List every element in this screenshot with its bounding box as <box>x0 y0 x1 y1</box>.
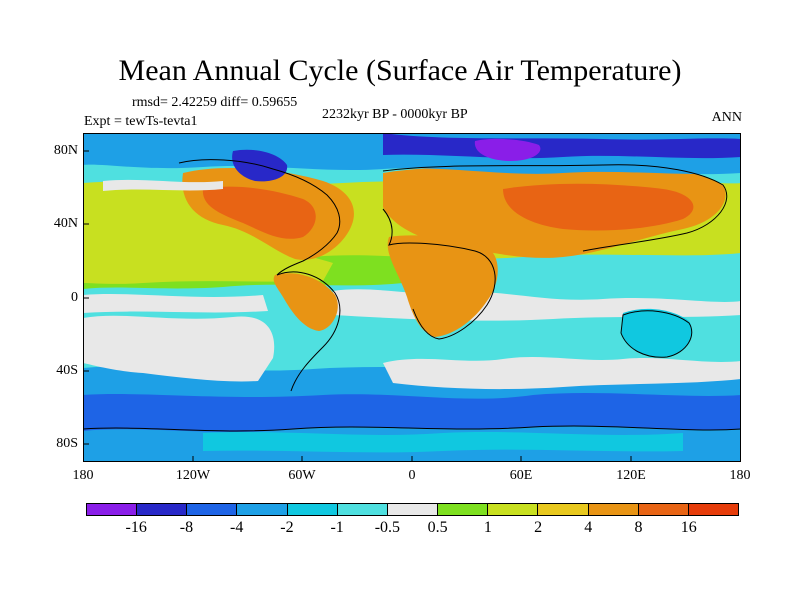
colorbar-label: 0.5 <box>427 519 448 536</box>
field-north-america-hot <box>202 186 316 239</box>
colorbar-cell <box>287 504 338 515</box>
colorbar-label: 16 <box>680 519 697 536</box>
colorbar-label: -8 <box>179 519 194 536</box>
colorbar-cell <box>237 504 288 515</box>
colorbar-cell <box>688 504 739 515</box>
experiment-label: Expt = tewTs-tevta1 <box>84 114 198 129</box>
coast-south-america <box>276 271 341 392</box>
colorbar-cell <box>137 504 188 515</box>
coast-australia <box>620 310 693 358</box>
field-south-america-warm <box>273 273 338 331</box>
lat-label: 0 <box>71 290 78 305</box>
lon-label: 60E <box>509 468 533 483</box>
field-arctic-white <box>103 179 223 191</box>
colorbar-cell <box>488 504 539 515</box>
temperature-anomaly-map <box>83 133 741 462</box>
season-label: ANN <box>711 110 742 125</box>
lon-label: 120E <box>616 468 646 483</box>
colorbar-label: -0.5 <box>374 519 401 536</box>
lon-label: 60W <box>288 468 316 483</box>
coastlines <box>83 159 741 432</box>
map-panel <box>83 133 741 462</box>
colorbar-cell <box>187 504 238 515</box>
colorbar-cell <box>538 504 589 515</box>
figure-title: Mean Annual Cycle (Surface Air Temperatu… <box>118 54 682 87</box>
stats-label: rmsd= 2.42259 diff= 0.59655 <box>132 95 298 110</box>
field-eurasia-hot <box>503 183 694 231</box>
colorbar-label: -16 <box>125 519 147 536</box>
lon-label: 180 <box>72 468 94 483</box>
colorbar-cell <box>438 504 489 515</box>
colorbar-label: 4 <box>584 519 593 536</box>
field-arctic-deep <box>383 133 741 159</box>
coast-europe-africa <box>382 208 496 340</box>
colorbar-label: 2 <box>534 519 543 536</box>
coast-north-america <box>178 159 341 276</box>
lat-label: 40N <box>53 216 78 231</box>
colorbar-label: -2 <box>280 519 294 536</box>
coast-antarctica <box>83 425 741 432</box>
field-arctic-purple <box>474 138 541 161</box>
colorbar-cell <box>588 504 639 515</box>
lon-label: 180 <box>729 468 751 483</box>
field-pacific-white <box>83 294 268 313</box>
field-southern-white <box>83 315 275 382</box>
field-australia <box>621 308 692 358</box>
colorbar <box>86 503 739 516</box>
field-southern-deep-blue <box>83 393 741 433</box>
colorbar-cell <box>337 504 388 515</box>
field-antarctic-edge <box>203 432 683 453</box>
colorbar-cell <box>387 504 439 515</box>
colorbar-cell <box>638 504 689 515</box>
lat-label: 80N <box>53 143 78 158</box>
lat-label: 80S <box>56 436 78 451</box>
field-southern-white-2 <box>383 357 741 390</box>
field-africa-warm <box>387 235 498 337</box>
colorbar-label: 8 <box>634 519 643 536</box>
period-label: 2232kyr BP - 0000kyr BP <box>322 107 468 122</box>
lon-label: 0 <box>408 468 416 483</box>
colorbar-label: 1 <box>483 519 492 536</box>
lon-label: 120W <box>175 468 211 483</box>
axis-ticks <box>83 150 632 462</box>
lat-label: 40S <box>56 363 78 378</box>
colorbar-cell <box>87 504 138 515</box>
colorbar-label: -4 <box>230 519 244 536</box>
coast-eurasia <box>382 164 728 252</box>
colorbar-label: -1 <box>330 519 344 536</box>
